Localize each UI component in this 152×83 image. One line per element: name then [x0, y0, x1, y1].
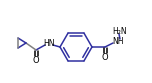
Text: O: O — [33, 56, 39, 64]
Text: NH: NH — [112, 37, 124, 45]
Text: O: O — [102, 53, 108, 62]
Text: HN: HN — [43, 39, 55, 47]
Text: H₂N: H₂N — [113, 26, 127, 36]
